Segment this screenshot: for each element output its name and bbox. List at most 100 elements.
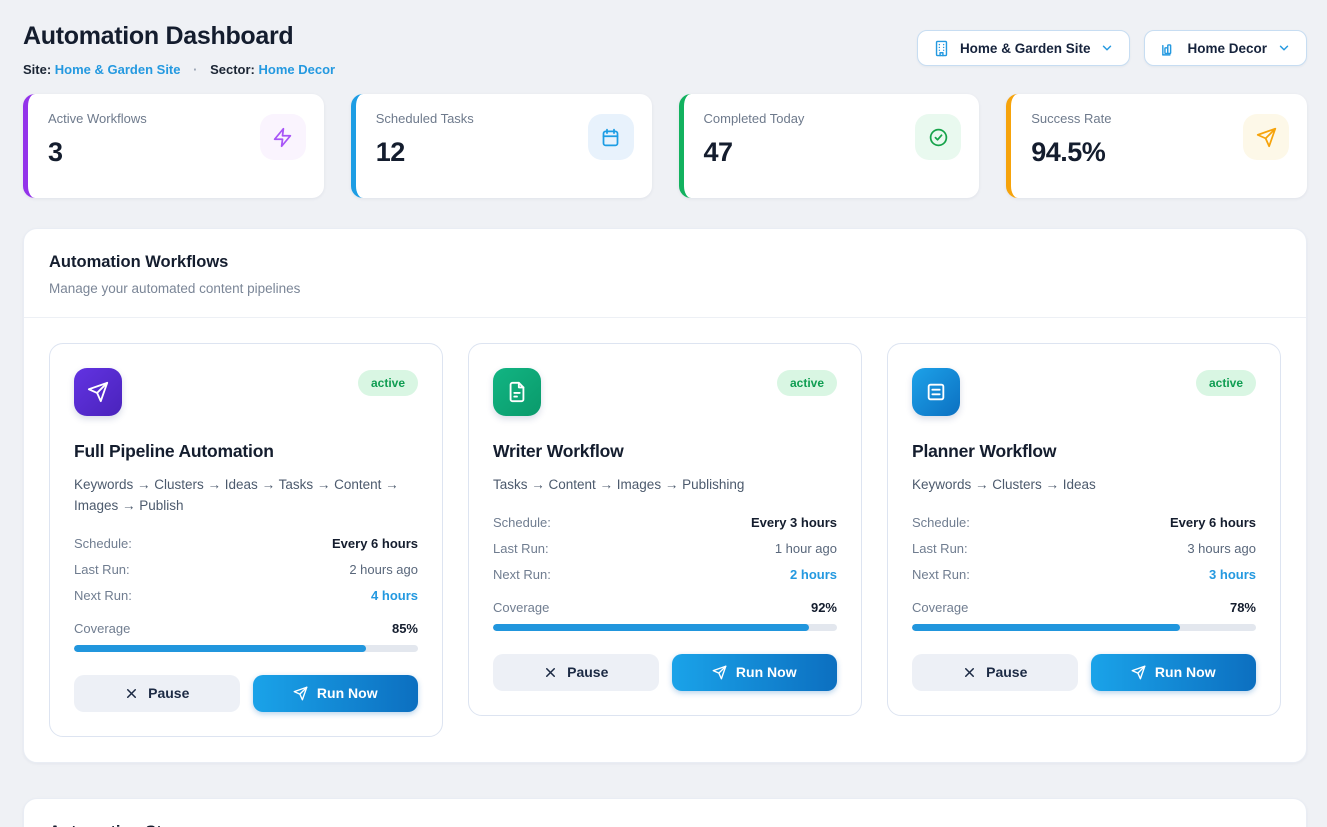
zap-icon xyxy=(259,114,306,160)
building-icon xyxy=(935,40,948,56)
run-now-button[interactable]: Run Now xyxy=(252,674,418,712)
coverage-value: 78% xyxy=(1229,599,1256,615)
run-now-button[interactable]: Run Now xyxy=(671,653,837,691)
site-selector-label: Home & Garden Site xyxy=(959,40,1091,56)
stat-label: Active Workflows xyxy=(48,111,147,126)
meta-label: Schedule: xyxy=(493,514,551,530)
pause-button[interactable]: Pause xyxy=(74,674,240,712)
run-now-button-label: Run Now xyxy=(735,664,797,681)
sector-selector-label: Home Decor xyxy=(1187,40,1267,56)
pause-button-label: Pause xyxy=(148,685,190,702)
workflow-description: Keywords → Clusters → Ideas xyxy=(912,477,1096,492)
meta-value: 3 hours ago xyxy=(1187,540,1256,556)
send-icon xyxy=(1131,665,1146,680)
steps-panel-header: Automation Steps Configure which steps a… xyxy=(24,799,1306,827)
schedule-row: Schedule: Every 6 hours xyxy=(912,515,1256,530)
stat-card-scheduled-tasks: Scheduled Tasks 12 xyxy=(350,94,652,198)
stat-card-active-workflows: Active Workflows 3 xyxy=(23,94,324,198)
workflow-card-top: active xyxy=(74,368,418,416)
stat-value: 12 xyxy=(375,137,406,167)
site-selector[interactable]: Home & Garden Site xyxy=(916,30,1131,66)
stat-value: 94.5% xyxy=(1031,137,1106,167)
breadcrumb: Site: Home & Garden Site · Sector: Home … xyxy=(23,62,335,77)
section-subtitle: Manage your automated content pipelines xyxy=(49,281,301,296)
sector-link[interactable]: Home Decor xyxy=(258,62,336,77)
meta-label: Schedule: xyxy=(74,535,132,551)
workflow-title: Writer Workflow xyxy=(493,441,624,461)
workflow-card-planner: active Planner Workflow Keywords → Clust… xyxy=(887,343,1281,716)
meta-value: Every 6 hours xyxy=(332,535,418,551)
status-badge: active xyxy=(357,370,418,396)
meta-label: Last Run: xyxy=(74,561,130,577)
meta-label: Schedule: xyxy=(912,514,970,530)
workflow-actions: Pause Run Now xyxy=(493,653,837,691)
stat-card-completed-today: Completed Today 47 xyxy=(678,94,980,198)
pause-button-label: Pause xyxy=(567,664,609,681)
run-now-button-label: Run Now xyxy=(316,685,378,702)
coverage-progress-fill xyxy=(74,644,367,652)
page-header: Automation Dashboard Site: Home & Garden… xyxy=(23,22,1307,77)
coverage-label: Coverage xyxy=(912,599,969,615)
pause-button-label: Pause xyxy=(986,664,1028,681)
list-square-icon xyxy=(912,368,960,416)
chevron-down-icon xyxy=(1279,45,1289,51)
schedule-row: Schedule: Every 3 hours xyxy=(493,515,837,530)
stat-label: Scheduled Tasks xyxy=(375,111,474,126)
meta-value: Every 6 hours xyxy=(1170,514,1256,530)
workflow-card-top: active xyxy=(912,368,1256,416)
coverage-progress-fill xyxy=(912,623,1181,631)
pause-button[interactable]: Pause xyxy=(912,653,1078,691)
meta-label: Next Run: xyxy=(493,566,551,582)
stat-card-success-rate: Success Rate 94.5% xyxy=(1006,94,1307,198)
stat-value: 3 xyxy=(48,137,63,167)
coverage-progressbar xyxy=(74,644,418,652)
stat-label: Completed Today xyxy=(703,111,805,126)
workflow-description: Tasks → Content → Images → Publishing xyxy=(493,477,745,492)
meta-label: Last Run: xyxy=(493,540,549,556)
calendar-icon xyxy=(587,114,634,160)
meta-label: Next Run: xyxy=(74,587,132,603)
sector-label: Sector: xyxy=(210,62,255,77)
last-run-row: Last Run: 2 hours ago xyxy=(74,562,418,577)
x-icon xyxy=(546,667,556,677)
status-badge: active xyxy=(1195,370,1256,396)
workflow-description: Keywords → Clusters → Ideas → Tasks → Co… xyxy=(74,477,399,513)
bar-chart-icon xyxy=(1162,43,1172,56)
run-now-button-label: Run Now xyxy=(1154,664,1216,681)
send-icon xyxy=(1243,114,1289,160)
meta-value: 4 hours xyxy=(371,587,418,603)
run-now-button[interactable]: Run Now xyxy=(1090,653,1256,691)
workflows-panel-body: active Full Pipeline Automation Keywords… xyxy=(24,318,1306,762)
coverage-value: 92% xyxy=(810,599,837,615)
next-run-row: Next Run: 2 hours xyxy=(493,567,837,582)
workflow-actions: Pause Run Now xyxy=(912,653,1256,691)
coverage-row: Coverage 85% xyxy=(74,621,418,636)
coverage-label: Coverage xyxy=(493,599,550,615)
meta-value: 2 hours xyxy=(790,566,837,582)
coverage-progressbar xyxy=(493,623,837,631)
stat-value: 47 xyxy=(703,137,734,167)
coverage-progressbar xyxy=(912,623,1256,631)
workflow-actions: Pause Run Now xyxy=(74,674,418,712)
pause-button[interactable]: Pause xyxy=(493,653,659,691)
site-link[interactable]: Home & Garden Site xyxy=(54,62,181,77)
send-icon xyxy=(293,686,308,701)
coverage-value: 85% xyxy=(391,620,418,636)
status-badge: active xyxy=(776,370,837,396)
meta-value: Every 3 hours xyxy=(751,514,837,530)
meta-label: Last Run: xyxy=(912,540,968,556)
site-label: Site: xyxy=(23,62,52,77)
next-run-row: Next Run: 4 hours xyxy=(74,588,418,603)
workflow-card-writer: active Writer Workflow Tasks → Content →… xyxy=(468,343,862,716)
workflows-panel-header: Automation Workflows Manage your automat… xyxy=(24,229,1306,318)
chevron-down-icon xyxy=(1103,45,1112,51)
stat-text: Success Rate 94.5% xyxy=(1031,111,1111,181)
coverage-row: Coverage 78% xyxy=(912,600,1256,615)
sector-selector[interactable]: Home Decor xyxy=(1144,30,1307,66)
meta-label: Next Run: xyxy=(912,566,970,582)
schedule-row: Schedule: Every 6 hours xyxy=(74,536,418,551)
stats-row: Active Workflows 3 Scheduled Tasks 12 Co… xyxy=(23,94,1307,198)
next-run-row: Next Run: 3 hours xyxy=(912,567,1256,582)
workflows-panel: Automation Workflows Manage your automat… xyxy=(23,228,1307,763)
